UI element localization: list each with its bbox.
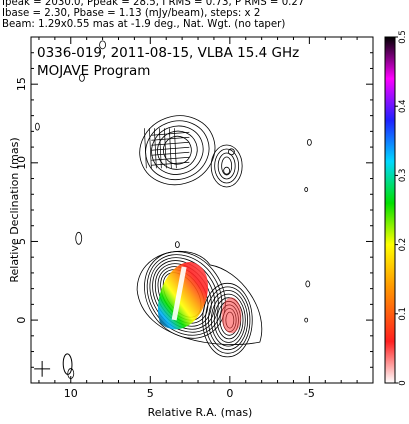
beam-ellipse: [62, 353, 73, 375]
pol-vector: [151, 131, 190, 136]
jet-contour: [146, 254, 223, 336]
pol-vector: [153, 128, 157, 169]
x-tick-label: 5: [147, 387, 154, 400]
upper-lobe-contour: [145, 120, 210, 181]
pol-vector: [151, 156, 190, 161]
noise-contour: [304, 317, 309, 323]
pol-vector: [151, 161, 190, 166]
pol-vector: [158, 128, 162, 169]
noise-contour: [99, 40, 106, 50]
noise-contour: [79, 73, 85, 82]
jet-contour: [144, 251, 226, 339]
core-contour: [210, 293, 246, 347]
header-line-1: Ipeak = 2030.0, Ppeak = 28.5, I RMS = 0.…: [2, 0, 305, 8]
upper-lobe-contour: [157, 130, 198, 170]
noise-contour: [75, 231, 83, 245]
noise-contour: [174, 241, 180, 249]
polarization-color-layer: [157, 261, 242, 334]
x-tick-label: 10: [64, 387, 78, 400]
chart-title: 0336-019, 2011-08-15, VLBA 15.4 GHz: [37, 45, 299, 61]
colorbar-tick-label: 0.4: [398, 99, 408, 113]
plot-frame: [30, 36, 374, 384]
beam-shape: [62, 353, 73, 375]
upper-knot-contour: [214, 148, 240, 184]
pol-gap: [171, 266, 187, 321]
core-contour: [208, 290, 249, 351]
chart-subtitle: MOJAVE Program: [37, 63, 150, 79]
colorbar-tick-label: 0.5: [398, 30, 408, 44]
x-tick-label: -5: [304, 387, 315, 400]
header-line-2: Ibase = 2.30, Pbase = 1.13 (mJy/beam), s…: [2, 8, 261, 19]
upper-knot-contour: [228, 148, 235, 156]
upper-knot-contour: [221, 156, 233, 176]
colorbar: [384, 36, 396, 384]
pol-intensity-blob: [157, 261, 208, 330]
upper-lobe-contour: [151, 125, 204, 175]
pol-vector: [163, 128, 167, 169]
noise-contour: [304, 187, 309, 192]
colorbar-tick-label: 0.1: [398, 307, 408, 321]
noise-contour: [306, 138, 312, 146]
core-contour: [202, 282, 253, 358]
pol-vector: [173, 128, 177, 169]
header-line-3: Beam: 1.29x0.55 mas at -1.9 deg., Nat. W…: [2, 19, 286, 30]
noise-contour: [305, 280, 311, 288]
pol-vector: [168, 128, 172, 169]
upper-lobe-contour: [139, 115, 216, 186]
pol-vector: [151, 136, 190, 141]
pol-vector: [143, 128, 147, 169]
colorbar-ticks: 0 0.1 0.2 0.3 0.4 0.5: [395, 30, 408, 386]
pol-vector: [148, 128, 152, 169]
colorbar-tick-label: 0: [398, 380, 408, 385]
y-tick-label: 5: [15, 238, 28, 245]
upper-knot-contour: [223, 166, 231, 175]
core-pol-region: [221, 297, 242, 334]
x-tick-label: 0: [226, 387, 233, 400]
colorbar-tick-label: 0.2: [398, 238, 408, 252]
upper-lobe-contour: [162, 135, 192, 165]
upper-knot-contour: [210, 144, 243, 188]
outer-contour: [136, 251, 263, 345]
y-axis-ticks: 0 5 10 15: [15, 36, 373, 384]
y-axis-label: Relative Declination (mas): [8, 137, 21, 282]
y-tick-label: 10: [15, 156, 28, 170]
noise-contour: [34, 122, 40, 131]
x-axis-label: Relative R.A. (mas): [148, 406, 253, 419]
x-axis-ticks: 10 5 0 -5: [38, 37, 374, 400]
y-tick-label: 15: [15, 77, 28, 91]
y-tick-label: 0: [15, 317, 28, 324]
upper-knot-contour: [217, 152, 236, 180]
colorbar-tick-label: 0.3: [398, 169, 408, 183]
